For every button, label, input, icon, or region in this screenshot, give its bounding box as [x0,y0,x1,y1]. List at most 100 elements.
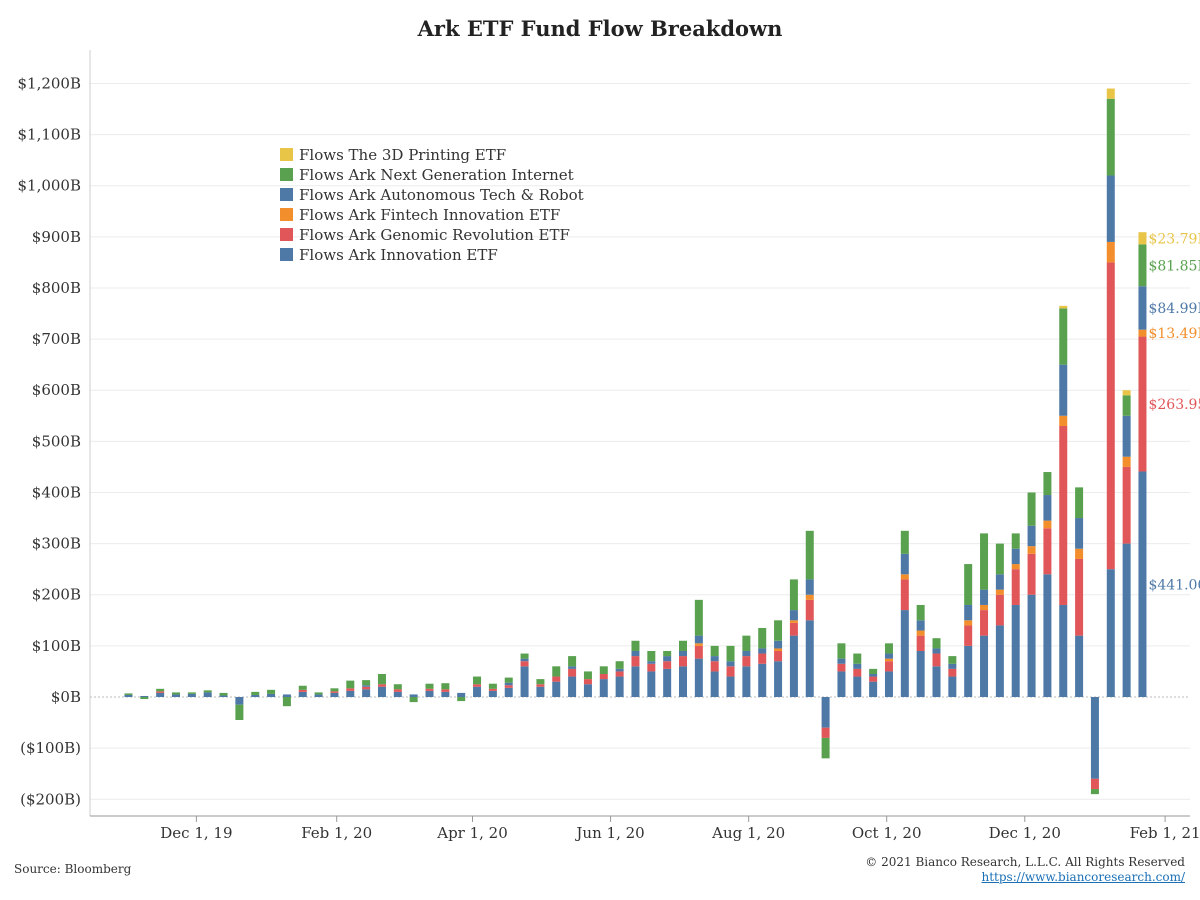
bar-segment-next-gen [425,683,434,689]
bar-segment-fintech [805,594,814,600]
bar-segment-genomic [536,684,545,687]
bar-segment-next-gen [330,688,339,692]
bar-segment-next-gen [805,530,814,580]
bar-segment-next-gen [140,697,149,700]
bar-segment-next-gen [377,673,386,685]
bar-segment-innovation [267,693,276,697]
bar-segment-next-gen [726,645,735,662]
bar-segment-autonomous [1122,415,1131,457]
bar-segment-next-gen [1059,308,1068,365]
bar-segment-innovation [884,671,893,697]
bar-segment-genomic [377,684,386,687]
bar-segment-fintech [1138,329,1147,337]
bar-segment-autonomous [1059,364,1068,416]
bar-segment-autonomous [520,658,529,662]
bar-segment-next-gen [964,564,973,605]
end-label-fintech: $13.49M [1148,326,1200,342]
bar-segment-autonomous [568,666,577,669]
bar-segment-innovation [995,625,1004,697]
bar-segment-genomic [473,684,482,687]
bar-segment-genomic [853,668,862,677]
bar-segment-fintech [1075,548,1084,559]
website-link[interactable]: https://www.biancoresearch.com/ [981,870,1185,884]
bar-segment-next-gen [156,688,165,692]
bar-segment-next-gen [821,737,830,759]
legend-label: Flows Ark Genomic Revolution ETF [299,226,570,244]
bar-segment-genomic [1122,466,1131,544]
bar-segment-genomic [758,653,767,664]
bar-segment-genomic [298,689,307,692]
bar-segment-next-gen [1043,472,1052,496]
bar-segment-autonomous [789,610,798,621]
bar-segment-next-gen [599,666,608,674]
bar-segment-fintech [1027,546,1036,554]
end-labels: $23.79M $81.85M $84.99M $13.49M $263.95M $441… [1148,231,1200,593]
y-tick-label: $500B [32,432,81,450]
bar-segment-genomic [932,653,941,667]
legend-label: Flows Ark Autonomous Tech & Robot [299,186,584,204]
bar-segment-innovation [1090,697,1099,779]
bar-segment-genomic [1011,569,1020,605]
bar-segment-autonomous [1138,286,1147,330]
bar-segment-next-gen [679,640,688,651]
end-label-innovation: $441.00M [1148,577,1200,593]
bar-segment-genomic [980,610,989,636]
bar-segment-next-gen [203,690,212,693]
bar-segment-next-gen [124,693,133,695]
bar-segment-next-gen [1075,487,1084,519]
legend-swatch [280,148,293,161]
bars-layer [124,88,1147,795]
bar-segment-genomic [774,650,783,662]
x-tick-label: Dec 1, 20 [989,824,1061,842]
y-tick-label: $400B [32,483,81,501]
bar-segment-next-gen [583,671,592,680]
bar-segment-genomic [884,661,893,672]
bar-segment-innovation [758,663,767,697]
bar-segment-next-gen [536,679,545,685]
bar-segment-genomic [869,676,878,682]
bar-segment-autonomous [1106,175,1115,242]
bar-segment-autonomous [900,553,909,575]
bar-segment-innovation [1075,635,1084,697]
bar-segment-genomic [583,679,592,685]
legend-label: Flows The 3D Printing ETF [299,146,506,164]
bar-segment-autonomous [1027,525,1036,547]
bar-segment-next-gen [742,635,751,651]
bar-segment-genomic [948,668,957,677]
bar-segment-fintech [1106,241,1115,263]
bar-segment-autonomous [1043,495,1052,521]
bar-segment-next-gen [1011,533,1020,549]
bar-segment-innovation [377,686,386,697]
y-tick-label: $100B [32,637,81,655]
bar-segment-genomic [710,661,719,672]
bar-segment-innovation [726,676,735,697]
bar-segment-innovation [631,666,640,697]
y-tick-label: $200B [32,586,81,604]
bar-segment-next-gen [884,643,893,654]
bar-segment-innovation [235,697,244,705]
bar-segment-autonomous [853,663,862,669]
bar-segment-genomic [362,686,371,690]
bar-segment-innovation [916,650,925,697]
x-tick-label: Dec 1, 19 [160,824,232,842]
y-tick-label: $0B [51,688,81,706]
bar-segment-next-gen [409,697,418,703]
bar-segment-innovation [964,645,973,697]
bar-segment-innovation [203,692,212,697]
bar-segment-genomic [330,691,339,693]
bar-segment-autonomous [884,653,893,659]
bar-segment-innovation [1011,604,1020,697]
bar-segment-next-gen [282,697,291,707]
axis-layer: $1,200B $1,100B $1,000B $900B $800B $700B $600… [17,50,1200,842]
bar-segment-printing-3d [1122,390,1131,396]
bar-segment-autonomous [647,661,656,664]
bar-segment-next-gen [663,650,672,657]
bar-segment-innovation [298,691,307,697]
bar-segment-genomic [805,599,814,621]
bar-segment-next-gen [235,704,244,721]
bar-segment-next-gen [504,677,513,683]
end-label-next-gen: $81.85M [1148,258,1200,274]
bar-segment-autonomous [805,579,814,595]
bar-segment-innovation [504,687,513,697]
bar-segment-genomic [393,689,402,692]
